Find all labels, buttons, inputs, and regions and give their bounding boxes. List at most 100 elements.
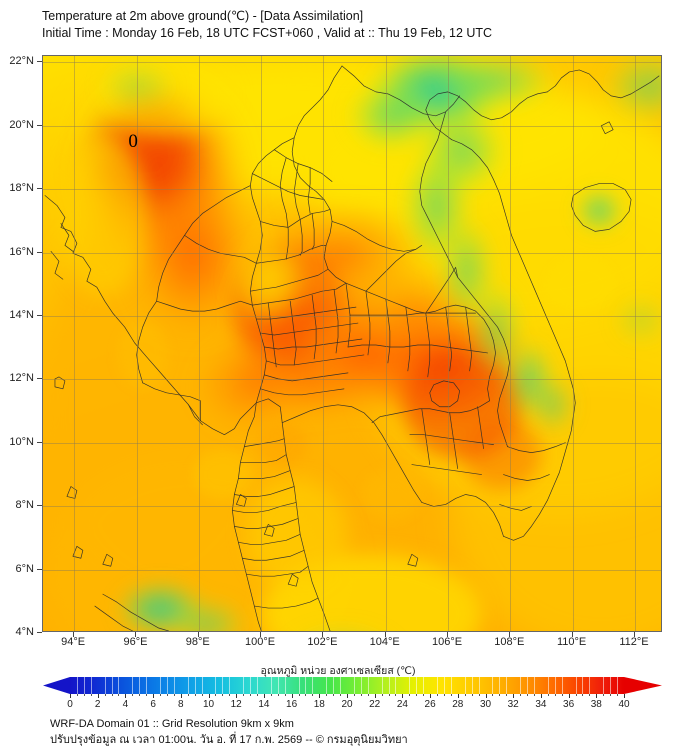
colorbar-minor-tick bbox=[499, 694, 501, 696]
x-axis-tick-label: 100°E bbox=[245, 636, 276, 648]
y-axis-tick-mark bbox=[37, 378, 42, 380]
y-axis-tick-mark bbox=[37, 251, 42, 253]
x-axis-tick-mark bbox=[447, 632, 449, 637]
x-axis-tick-label: 98°E bbox=[185, 636, 210, 648]
footer-line-2: ปรับปรุงข้อมูล ณ เวลา 01:00น. วัน อ. ที่… bbox=[50, 734, 408, 746]
temperature-map-plot[interactable]: 0 bbox=[42, 55, 662, 632]
colorbar-minor-tick bbox=[146, 694, 148, 696]
x-axis-tick-mark bbox=[633, 632, 635, 637]
title-line-2: Initial Time : Monday 16 Feb, 18 UTC FCS… bbox=[42, 26, 493, 40]
colorbar-tick-mark bbox=[319, 694, 321, 698]
colorbar-minor-tick bbox=[270, 694, 272, 696]
colorbar-minor-tick bbox=[471, 694, 473, 696]
colorbar-tick-label: 2 bbox=[94, 699, 101, 710]
colorbar-high-extend-arrow bbox=[624, 677, 662, 694]
colorbar-tick-mark bbox=[402, 694, 404, 698]
colorbar-block: อุณหภูมิ หน่วย องศาเซลเซียส (℃) 0 2 4 6 8 10 1… bbox=[0, 662, 676, 710]
colorbar-tick-label: 38 bbox=[590, 699, 602, 710]
colorbar-minor-tick bbox=[340, 694, 342, 696]
colorbar-tick-mark bbox=[70, 694, 71, 698]
colorbar-tick-label: 18 bbox=[313, 699, 325, 710]
colorbar-tick-label: 36 bbox=[563, 699, 575, 710]
y-axis-tick-mark bbox=[37, 505, 42, 507]
x-axis-tick-label: 104°E bbox=[369, 636, 400, 648]
colorbar-minor-tick bbox=[561, 694, 563, 696]
y-axis-tick-label: 14°N bbox=[9, 308, 34, 321]
colorbar-tick-label: 22 bbox=[369, 699, 381, 710]
y-axis-tick-label: 22°N bbox=[9, 55, 34, 68]
x-axis-tick-mark bbox=[260, 632, 262, 637]
colorbar-minor-tick bbox=[388, 694, 390, 696]
zero-annotation: 0 bbox=[128, 130, 138, 152]
colorbar-minor-tick bbox=[284, 694, 286, 696]
colorbar-tick-label: 30 bbox=[479, 699, 492, 710]
colorbar-minor-tick bbox=[277, 694, 279, 696]
colorbar-minor-tick bbox=[256, 694, 258, 696]
colorbar-minor-tick bbox=[353, 694, 355, 696]
y-axis-tick-label: 12°N bbox=[9, 372, 34, 385]
colorbar-minor-tick bbox=[547, 694, 549, 696]
colorbar-tick-label: 4 bbox=[122, 699, 129, 710]
y-axis-tick-label: 10°N bbox=[9, 435, 34, 448]
y-axis-tick-mark bbox=[37, 188, 42, 190]
colorbar-minor-tick bbox=[243, 694, 245, 696]
colorbar-minor-tick bbox=[437, 694, 439, 696]
colorbar-minor-tick bbox=[506, 694, 508, 696]
colorbar-minor-tick bbox=[305, 694, 307, 696]
colorbar-tick-label: 24 bbox=[396, 699, 408, 710]
x-axis-tick-mark bbox=[322, 632, 324, 637]
colorbar-tick-label: 28 bbox=[452, 699, 464, 710]
colorbar-minor-tick bbox=[222, 694, 224, 696]
colorbar-tick-mark bbox=[208, 694, 210, 698]
colorbar-minor-tick bbox=[173, 694, 175, 696]
colorbar-tick-label: 20 bbox=[341, 699, 353, 710]
x-axis-tick-mark bbox=[384, 632, 386, 637]
colorbar-minor-tick bbox=[298, 694, 300, 696]
x-axis-tick-mark bbox=[73, 632, 75, 637]
coastline-layer bbox=[44, 65, 660, 631]
colorbar-minor-tick bbox=[83, 694, 85, 696]
x-axis-tick-mark bbox=[135, 632, 137, 637]
colorbar-tick-mark bbox=[430, 694, 432, 698]
colorbar-tick-label: 26 bbox=[424, 699, 436, 710]
colorbar-minor-tick bbox=[160, 694, 162, 696]
colorbar-minor-tick bbox=[520, 694, 522, 696]
y-axis-tick-mark bbox=[37, 632, 42, 633]
colorbar-minor-tick bbox=[610, 694, 612, 696]
colorbar-low-extend-arrow bbox=[43, 677, 70, 694]
colorbar-tick-label: 6 bbox=[150, 699, 156, 710]
title-line-1: Temperature at 2m above ground(℃) - [Dat… bbox=[42, 9, 364, 23]
colorbar-tick-mark bbox=[540, 694, 542, 698]
colorbar-minor-tick bbox=[554, 694, 556, 696]
colorbar-minor-tick bbox=[450, 694, 452, 696]
colorbar-minor-tick bbox=[333, 694, 335, 696]
temperature-field bbox=[43, 56, 661, 631]
colorbar-tick-label: 12 bbox=[230, 699, 242, 710]
colorbar-minor-tick bbox=[250, 694, 252, 696]
colorbar-tick-mark bbox=[291, 694, 293, 698]
y-axis-tick-label: 8°N bbox=[15, 499, 34, 512]
x-axis-tick-label: 102°E bbox=[307, 636, 338, 648]
colorbar-minor-tick bbox=[104, 694, 106, 696]
colorbar-minor-tick bbox=[603, 694, 605, 696]
colorbar-minor-tick bbox=[139, 694, 141, 696]
colorbar-minor-tick bbox=[575, 694, 577, 696]
colorbar-minor-tick bbox=[201, 694, 203, 696]
colorbar-minor-tick bbox=[360, 694, 362, 696]
colorbar-tick-mark bbox=[596, 694, 598, 698]
y-axis-tick-label: 20°N bbox=[9, 118, 34, 131]
colorbar[interactable]: 0 2 4 6 8 10 12 14 16 18 20 22 24 26 28 30 32 34 36 38 40 bbox=[43, 677, 662, 710]
colorbar-tick-mark bbox=[568, 694, 570, 698]
colorbar-tick-label: 16 bbox=[286, 699, 298, 710]
colorbar-minor-tick bbox=[194, 694, 196, 696]
colorbar-minor-tick bbox=[395, 694, 397, 696]
y-axis-tick-mark bbox=[37, 568, 42, 570]
x-axis-tick-label: 110°E bbox=[557, 636, 587, 648]
x-axis-tick-label: 108°E bbox=[494, 636, 525, 648]
colorbar-minor-tick bbox=[90, 694, 92, 696]
colorbar-minor-tick bbox=[416, 694, 418, 696]
colorbar-tick-mark bbox=[180, 694, 182, 698]
colorbar-tick-mark bbox=[374, 694, 376, 698]
y-axis-tick-label: 6°N bbox=[15, 562, 34, 575]
colorbar-minor-tick bbox=[443, 694, 445, 696]
